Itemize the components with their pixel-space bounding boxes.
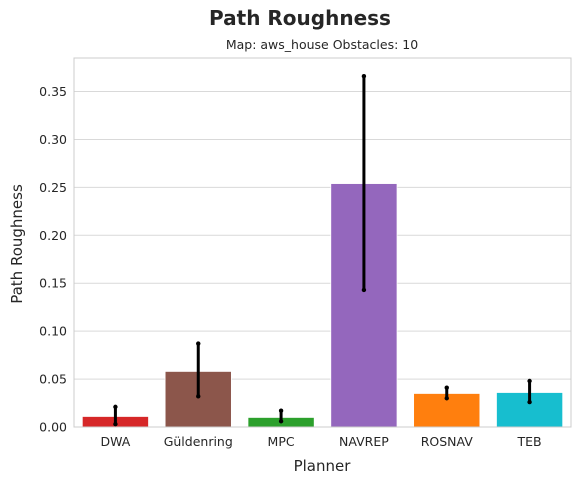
y-gridlines: [74, 91, 571, 428]
plot-frame: [73, 57, 572, 428]
error-bars: [113, 74, 532, 427]
error-cap-low: [196, 394, 201, 399]
x-tick-label: MPC: [268, 434, 295, 449]
x-tick-label: Güldenring: [164, 434, 233, 449]
error-cap-high: [527, 378, 532, 384]
chart-title: Path Roughness: [209, 6, 391, 30]
error-cap-high: [361, 74, 367, 79]
error-cap-low: [444, 396, 449, 401]
x-tick-label: DWA: [100, 434, 130, 449]
y-tick-label: 0.15: [39, 276, 67, 291]
y-axis-label: Path Roughness: [8, 184, 26, 304]
y-tick-label: 0.25: [39, 180, 67, 195]
error-cap-high: [278, 408, 284, 413]
error-cap-high: [444, 385, 449, 390]
error-cap-low: [361, 287, 367, 293]
error-cap-high: [113, 404, 118, 410]
y-tick-label: 0.05: [39, 372, 67, 387]
x-tick-labels: DWA Güldenring MPC NAVREP ROSNAV TEB: [100, 434, 541, 449]
y-tick-label: 0.00: [39, 420, 67, 435]
error-cap-low: [527, 399, 532, 405]
y-tick-label: 0.30: [39, 132, 67, 147]
y-tick-label: 0.35: [39, 84, 67, 99]
bars: [81, 183, 564, 428]
chart-subtitle: Map: aws_house Obstacles: 10: [226, 37, 418, 52]
y-tick-label: 0.20: [39, 228, 67, 243]
y-tick-labels: 0.00 0.05 0.10 0.15 0.20 0.25 0.30 0.35: [39, 84, 67, 434]
error-cap-low: [113, 421, 118, 427]
x-tick-label: ROSNAV: [421, 434, 474, 449]
y-tick-label: 0.10: [39, 324, 67, 339]
x-tick-label: TEB: [517, 434, 542, 449]
x-tick-label: NAVREP: [339, 434, 389, 449]
x-axis-label: Planner: [294, 457, 352, 475]
error-cap-high: [196, 341, 201, 346]
error-cap-low: [278, 419, 284, 424]
